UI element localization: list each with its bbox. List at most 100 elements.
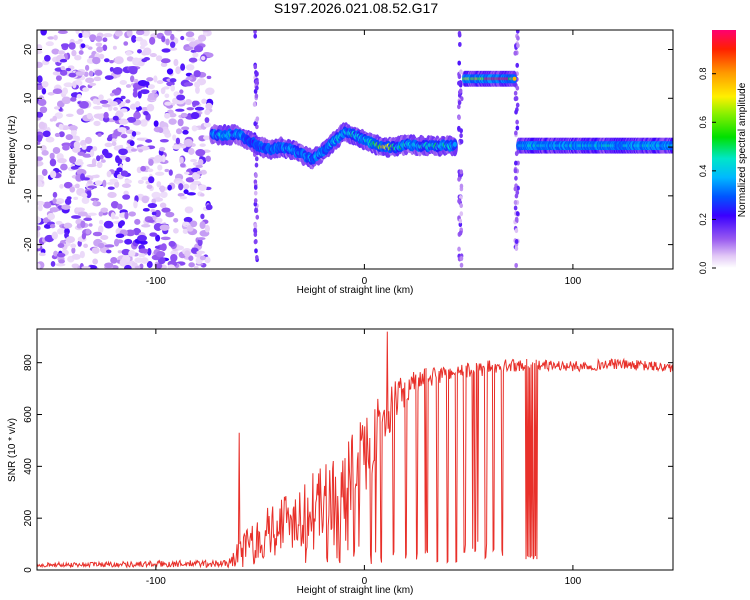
spectrogram-y-label: Frequency (Hz) [7,116,18,185]
noise-speckle [172,134,177,141]
vertical-streak [252,101,257,107]
noise-speckle [100,234,109,240]
noise-speckle [70,129,77,137]
noise-speckle [37,141,41,145]
noise-speckle [156,80,164,85]
noise-speckle [180,35,185,41]
noise-speckle [52,88,63,95]
noise-speckle [168,118,177,125]
noise-speckle [120,134,128,139]
noise-speckle [68,72,77,78]
noise-speckle [114,56,124,65]
noise-speckle [149,36,156,45]
noise-speckle [204,117,210,123]
noise-speckle [37,180,43,187]
noise-speckle [113,216,119,220]
noise-speckle [123,41,129,46]
noise-speckle [98,94,104,101]
noise-speckle [160,58,171,64]
noise-speckle [169,47,178,51]
noise-speckle [63,181,73,189]
noise-speckle [73,196,79,200]
noise-speckle [117,203,123,210]
noise-speckle [41,149,49,156]
noise-speckle [93,113,104,119]
noise-speckle [126,56,134,62]
noise-speckle [114,30,123,37]
vertical-streak [515,30,520,34]
noise-speckle [160,87,166,95]
vertical-streak [459,128,463,134]
noise-speckle [183,189,189,195]
noise-speckle [145,139,153,143]
noise-speckle [204,52,214,58]
noise-speckle [185,46,194,50]
noise-speckle [55,75,62,81]
noise-speckle [178,183,184,191]
noise-speckle [37,84,44,90]
noise-speckle [106,136,113,142]
noise-speckle [175,108,185,112]
noise-speckle [106,249,112,254]
noise-speckle [51,231,59,240]
vertical-streak [255,85,259,91]
noise-speckle [81,265,91,269]
noise-speckle [87,185,98,189]
noise-speckle [137,234,147,242]
noise-speckle [196,250,206,255]
noise-speckle [52,191,58,198]
spectrogram-x-label: Height of straight line (km) [297,285,414,296]
noise-speckle [135,36,143,42]
x-tick-label: -100 [146,276,166,287]
noise-speckle [126,30,133,37]
noise-speckle [153,93,159,98]
noise-speckle [118,148,128,156]
vertical-streak [514,175,518,181]
noise-speckle [62,144,70,151]
noise-speckle [75,71,85,76]
vertical-streak [459,139,464,145]
colorbar-tick-label: 0.8 [698,67,708,80]
noise-speckle [156,181,162,188]
noise-speckle [189,74,197,82]
vertical-streak [513,168,518,174]
noise-speckle [107,191,117,198]
snr-y-axis: 0 200 400 600 800 [23,354,673,573]
noise-speckle [38,121,46,130]
noise-speckle [111,141,117,147]
noise-speckle [84,136,92,145]
vertical-streak [253,184,258,190]
noise-speckle [97,133,102,137]
vertical-streak [458,218,463,224]
noise-speckle [120,95,126,100]
noise-speckle [52,71,62,76]
noise-speckle [137,179,144,185]
noise-speckle [200,213,205,220]
noise-speckle [83,71,89,77]
noise-speckle [88,82,97,86]
noise-speckle [180,63,186,71]
noise-speckle [91,247,100,254]
vertical-streak [254,71,259,77]
noise-speckle [130,75,135,83]
noise-speckle [51,48,60,55]
noise-speckle [133,200,138,209]
y-tick-label: 10 [23,92,34,104]
noise-speckle [188,41,198,48]
noise-speckle [60,66,66,71]
noise-speckle [94,180,103,186]
noise-speckle [198,34,207,42]
noise-speckle [58,123,64,130]
noise-speckle [205,204,213,211]
noise-speckle [160,191,168,198]
noise-speckle [62,87,69,95]
noise-speckle [116,167,123,173]
noise-speckle [65,134,73,141]
noise-speckle [71,253,81,260]
noise-speckle [135,30,145,36]
vertical-streak [515,102,520,108]
noise-speckle [93,120,101,127]
noise-speckle [81,192,88,198]
noise-speckle [170,253,178,262]
